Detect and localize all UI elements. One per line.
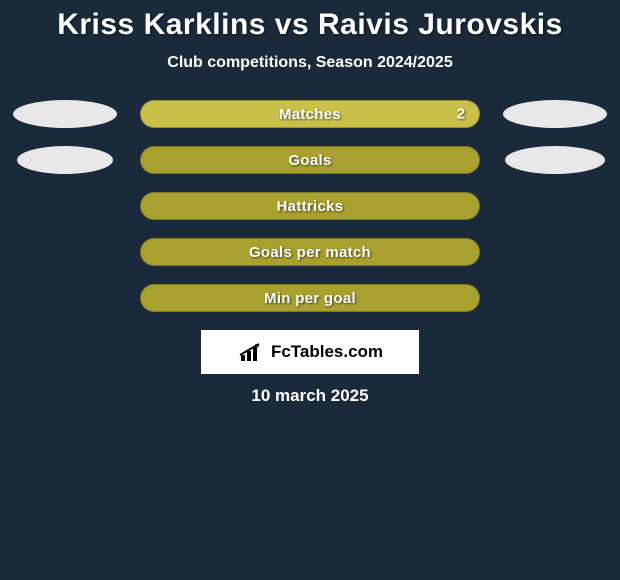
subtitle: Club competitions, Season 2024/2025	[0, 54, 620, 72]
stat-bar-wrap: Goals per match	[140, 238, 480, 266]
right-ellipse-slot	[500, 100, 610, 128]
bar-chart-icon	[237, 341, 265, 363]
stat-label: Goals	[288, 152, 331, 169]
stat-bar: Matches 2	[140, 100, 480, 128]
left-ellipse	[13, 100, 117, 128]
stat-bar: Goals	[140, 146, 480, 174]
stat-label: Matches	[279, 106, 341, 123]
stat-label: Goals per match	[249, 244, 371, 261]
page-title: Kriss Karklins vs Raivis Jurovskis	[0, 8, 620, 42]
stat-bar-wrap: Goals	[140, 146, 480, 174]
stat-bar-wrap: Matches 2	[140, 100, 480, 128]
right-ellipse-slot	[500, 146, 610, 174]
stat-value: 2	[457, 106, 465, 123]
stats-area: Matches 2 Goals Hattricks Goals per match Min…	[0, 100, 620, 312]
stat-bar-wrap: Min per goal	[140, 284, 480, 312]
left-ellipse-slot	[10, 146, 120, 174]
stat-bar-wrap: Hattricks	[140, 192, 480, 220]
stat-label: Min per goal	[264, 290, 356, 307]
stat-row: Min per goal	[0, 284, 620, 312]
stat-row: Goals per match	[0, 238, 620, 266]
date-line: 10 march 2025	[0, 386, 620, 406]
stat-row: Matches 2	[0, 100, 620, 128]
stat-bar: Goals per match	[140, 238, 480, 266]
logo-text: FcTables.com	[271, 342, 383, 362]
stat-row: Goals	[0, 146, 620, 174]
stat-bar: Hattricks	[140, 192, 480, 220]
comparison-card: Kriss Karklins vs Raivis Jurovskis Club …	[0, 0, 620, 406]
stat-bar: Min per goal	[140, 284, 480, 312]
logo-box: FcTables.com	[201, 330, 419, 374]
left-ellipse	[17, 146, 113, 174]
left-ellipse-slot	[10, 100, 120, 128]
stat-row: Hattricks	[0, 192, 620, 220]
stat-label: Hattricks	[277, 198, 344, 215]
right-ellipse	[505, 146, 605, 174]
right-ellipse	[503, 100, 607, 128]
